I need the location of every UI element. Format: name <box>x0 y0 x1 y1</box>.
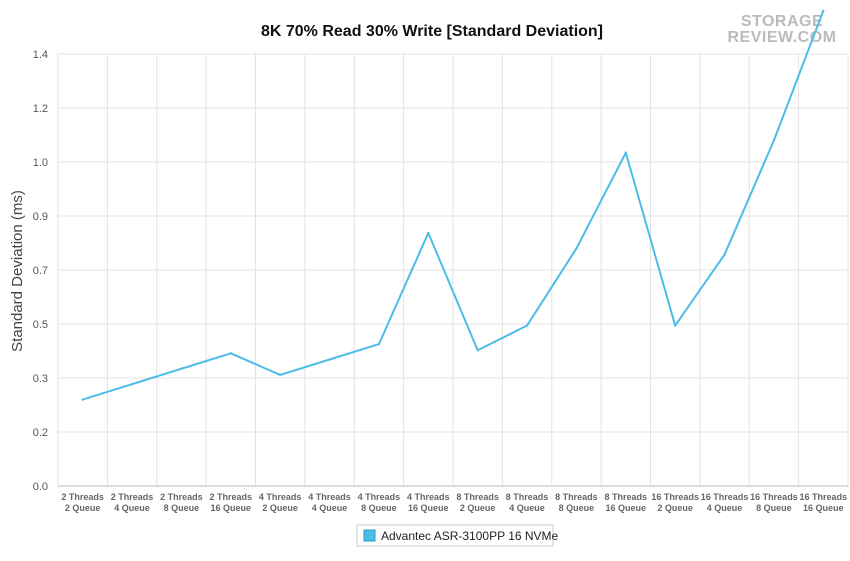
y-tick-label: 0.9 <box>33 211 48 223</box>
x-tick-label: 8 Threads <box>605 492 648 502</box>
legend-swatch <box>363 529 376 542</box>
x-tick-label: 16 Queue <box>211 503 252 513</box>
series-layer <box>81 9 825 401</box>
data-point <box>229 352 233 355</box>
x-tick-label: 8 Queue <box>559 503 595 513</box>
x-tick-label: 8 Queue <box>164 503 200 513</box>
x-tick-label: 4 Threads <box>358 492 401 502</box>
storagereview-logo: STORAGE REVIEW.COM <box>727 13 836 46</box>
x-tick-label: 4 Threads <box>308 492 351 502</box>
legend: Advantec ASR-3100PP 16 NVMe <box>356 524 559 547</box>
series-line <box>82 10 825 401</box>
x-tick-label: 8 Threads <box>555 492 598 502</box>
x-tick-label: 16 Queue <box>408 503 449 513</box>
data-point <box>377 342 381 346</box>
x-tick-label: 4 Queue <box>114 503 150 513</box>
data-point <box>624 151 628 154</box>
y-tick-label: 0.3 <box>33 373 48 385</box>
x-tick-label: 2 Threads <box>61 492 104 502</box>
data-point <box>525 324 529 327</box>
x-tick-label: 2 Queue <box>262 503 298 513</box>
y-tick-label: 0.7 <box>33 265 48 277</box>
x-tick-label: 16 Threads <box>651 492 699 502</box>
data-point <box>180 367 183 370</box>
x-tick-label: 8 Threads <box>456 492 499 502</box>
y-axis: 0.0 0.2 0.3 0.5 0.7 0.9 1.0 1.2 1.4 <box>33 49 48 493</box>
data-point <box>328 358 331 361</box>
x-tick-label: 16 Queue <box>803 503 844 513</box>
x-tick-label: 2 Queue <box>460 503 496 513</box>
logo-line2: REVIEW.COM <box>727 29 836 46</box>
y-tick-label: 0.2 <box>33 427 48 439</box>
data-point <box>81 398 84 401</box>
data-point <box>673 324 677 327</box>
data-point <box>427 231 430 235</box>
logo-line1: STORAGE <box>741 13 823 30</box>
x-tick-label: 8 Queue <box>361 503 397 513</box>
x-tick-label: 16 Queue <box>606 503 647 513</box>
y-axis-label: Standard Deviation (ms) <box>9 190 26 352</box>
legend-label: Advantec ASR-3100PP 16 NVMe <box>381 529 559 543</box>
data-point <box>130 382 134 386</box>
chart-title: 8K 70% Read 30% Write [Standard Deviatio… <box>261 23 603 40</box>
x-tick-label: 4 Queue <box>509 503 545 513</box>
x-tick-label: 16 Threads <box>750 492 798 502</box>
x-tick-label: 2 Threads <box>111 492 154 502</box>
y-tick-label: 1.4 <box>33 49 48 61</box>
data-point <box>575 247 578 250</box>
x-tick-label: 16 Threads <box>800 492 848 502</box>
x-tick-label: 8 Queue <box>756 503 792 513</box>
grid <box>57 53 849 487</box>
data-point <box>476 349 479 352</box>
x-tick-label: 2 Queue <box>65 503 101 513</box>
data-point <box>278 373 282 377</box>
data-point <box>723 253 726 256</box>
y-tick-label: 1.0 <box>33 157 48 169</box>
y-tick-label: 0.5 <box>33 319 48 331</box>
x-tick-label: 16 Threads <box>701 492 749 502</box>
y-tick-label: 1.2 <box>33 103 48 115</box>
y-tick-label: 0.0 <box>33 481 48 493</box>
x-tick-label: 8 Threads <box>506 492 549 502</box>
x-tick-label: 4 Queue <box>707 503 743 513</box>
x-tick-label: 4 Queue <box>312 503 348 513</box>
x-tick-label: 4 Threads <box>259 492 302 502</box>
x-tick-label: 2 Threads <box>160 492 203 502</box>
x-tick-label: 4 Threads <box>407 492 450 502</box>
data-point <box>822 9 825 12</box>
x-tick-label: 2 Queue <box>657 503 693 513</box>
x-tick-label: 2 Threads <box>210 492 253 502</box>
legend-box <box>356 524 554 547</box>
data-point <box>772 139 776 142</box>
